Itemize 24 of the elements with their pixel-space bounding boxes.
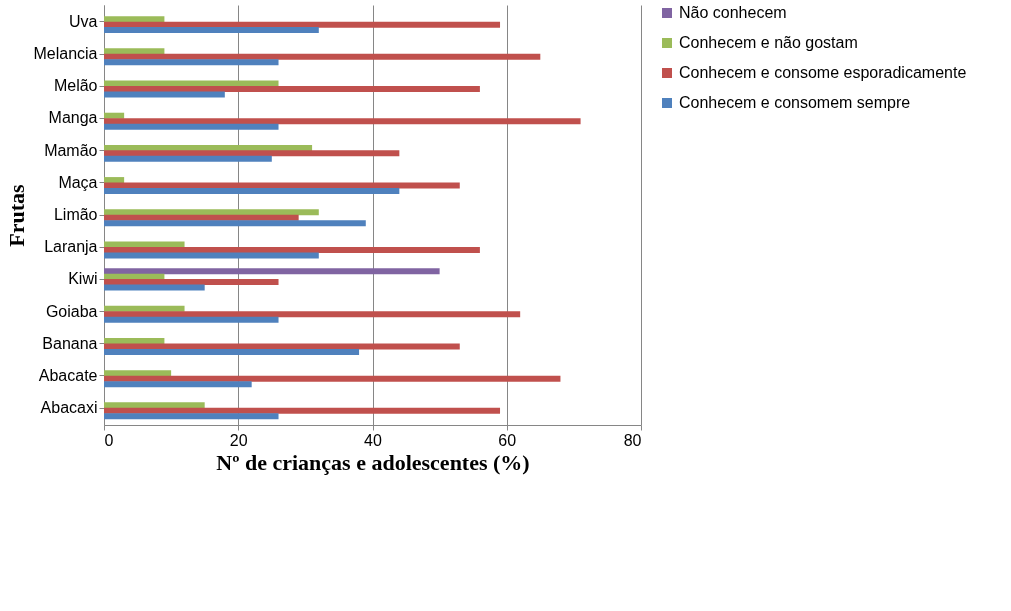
legend-label: Não conhecem [679,4,787,21]
y-tick-label: Abacate [38,366,98,384]
y-tick-label: Laranja [44,238,98,256]
y-tick-label: Uva [69,12,98,30]
y-tick-label: Melancia [33,45,98,63]
y-tick-label: Maça [58,173,98,191]
y-tick-label: Banana [42,334,98,352]
y-tick-label: Manga [48,109,98,127]
y-axis-title: Frutas [4,183,30,247]
y-tick-label: Melão [53,77,98,95]
y-tick-label: Kiwi [68,270,98,288]
y-tick-label: Abacaxi [40,399,98,417]
x-tick-label: 0 [104,431,114,449]
y-tick-label: Mamão [44,141,98,159]
y-tick-label: Goiaba [45,302,98,320]
x-tick-label: 40 [364,431,382,449]
x-tick-label: 20 [229,431,248,449]
legend-label: Conhecem e não gostam [679,34,858,51]
legend-label: Conhecem e consomem sempre [679,94,911,111]
legend-label: Conhecem e consome esporadicamente [679,64,967,81]
x-tick-label: 60 [498,431,517,449]
x-axis-title: Nº de crianças e adolescentes (%) [216,449,530,475]
y-tick-label: Limão [53,206,98,223]
x-tick-label: 80 [623,431,642,449]
